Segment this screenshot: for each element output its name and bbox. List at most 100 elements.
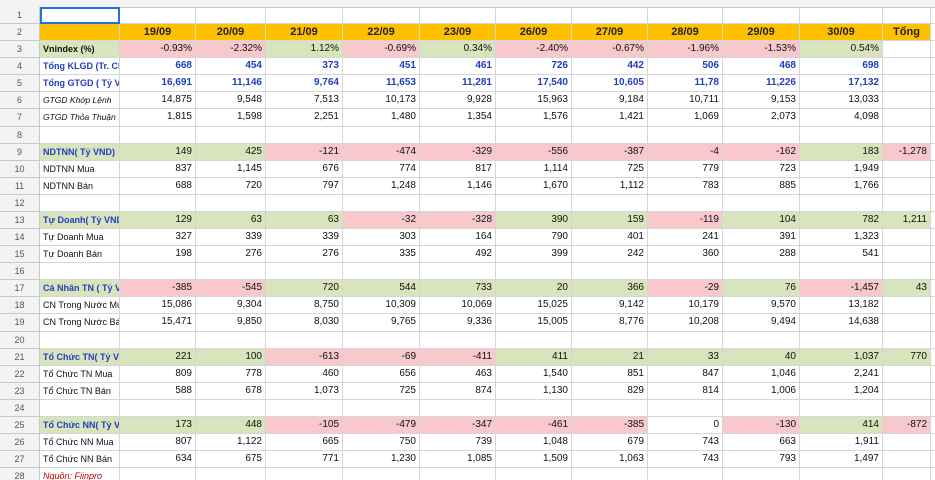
cell[interactable] bbox=[931, 366, 935, 383]
cell[interactable] bbox=[496, 263, 572, 281]
cell[interactable] bbox=[572, 126, 648, 144]
cell[interactable] bbox=[496, 194, 572, 212]
cell[interactable] bbox=[931, 212, 935, 230]
cell[interactable] bbox=[120, 263, 196, 281]
cell[interactable] bbox=[496, 468, 572, 480]
cell[interactable] bbox=[420, 126, 496, 144]
cell[interactable] bbox=[931, 58, 935, 76]
cell[interactable] bbox=[931, 109, 935, 127]
cell[interactable] bbox=[883, 177, 931, 195]
cell[interactable] bbox=[120, 468, 196, 480]
cell[interactable] bbox=[572, 194, 648, 212]
cell[interactable] bbox=[648, 468, 723, 480]
cell[interactable] bbox=[40, 263, 120, 281]
cell[interactable] bbox=[723, 399, 800, 417]
cell[interactable] bbox=[883, 246, 931, 264]
cell[interactable] bbox=[420, 263, 496, 281]
cell[interactable] bbox=[723, 331, 800, 349]
cell[interactable] bbox=[496, 126, 572, 144]
cell[interactable] bbox=[496, 331, 572, 349]
cell[interactable] bbox=[883, 109, 931, 127]
cell[interactable] bbox=[931, 332, 935, 349]
cell[interactable] bbox=[931, 75, 935, 93]
cell[interactable] bbox=[648, 331, 723, 349]
cell[interactable] bbox=[196, 399, 266, 417]
cell[interactable] bbox=[648, 7, 723, 25]
cell[interactable] bbox=[120, 194, 196, 212]
cell[interactable] bbox=[420, 194, 496, 212]
cell[interactable] bbox=[800, 194, 883, 212]
cell[interactable] bbox=[120, 7, 196, 25]
cell[interactable] bbox=[343, 399, 420, 417]
cell[interactable] bbox=[931, 383, 935, 400]
cell[interactable] bbox=[931, 92, 935, 110]
cell[interactable] bbox=[343, 194, 420, 212]
cell[interactable] bbox=[931, 161, 935, 178]
cell[interactable] bbox=[196, 7, 266, 25]
cell[interactable] bbox=[196, 194, 266, 212]
cell[interactable] bbox=[800, 468, 883, 480]
cell[interactable] bbox=[931, 229, 935, 247]
selected-cell[interactable] bbox=[40, 7, 120, 25]
cell[interactable] bbox=[931, 144, 935, 161]
cell[interactable] bbox=[266, 331, 343, 349]
cell[interactable] bbox=[883, 58, 931, 76]
cell[interactable] bbox=[883, 75, 931, 93]
cell[interactable] bbox=[931, 314, 935, 332]
cell[interactable] bbox=[931, 349, 935, 366]
cell[interactable] bbox=[931, 7, 935, 25]
cell[interactable] bbox=[800, 399, 883, 417]
cell[interactable] bbox=[196, 468, 266, 480]
cell[interactable] bbox=[120, 126, 196, 144]
cell[interactable] bbox=[723, 263, 800, 281]
cell[interactable] bbox=[266, 194, 343, 212]
cell[interactable] bbox=[343, 126, 420, 144]
cell[interactable] bbox=[723, 126, 800, 144]
cell[interactable] bbox=[931, 280, 935, 298]
cell[interactable] bbox=[931, 127, 935, 144]
cell[interactable] bbox=[343, 7, 420, 25]
cell[interactable] bbox=[40, 126, 120, 144]
cell[interactable] bbox=[883, 468, 931, 480]
cell[interactable] bbox=[883, 399, 931, 417]
cell[interactable] bbox=[723, 194, 800, 212]
cell[interactable] bbox=[40, 194, 120, 212]
cell[interactable] bbox=[196, 331, 266, 349]
cell[interactable] bbox=[572, 331, 648, 349]
cell[interactable] bbox=[343, 331, 420, 349]
cell[interactable] bbox=[723, 7, 800, 25]
cell[interactable] bbox=[931, 195, 935, 212]
cell[interactable] bbox=[883, 160, 931, 178]
cell[interactable] bbox=[40, 331, 120, 349]
cell[interactable] bbox=[883, 365, 931, 383]
cell[interactable] bbox=[883, 434, 931, 452]
cell[interactable] bbox=[931, 297, 935, 315]
cell[interactable] bbox=[883, 382, 931, 400]
cell[interactable] bbox=[883, 194, 931, 212]
cell[interactable] bbox=[120, 331, 196, 349]
cell[interactable] bbox=[723, 468, 800, 480]
cell[interactable] bbox=[931, 246, 935, 264]
cell[interactable] bbox=[800, 263, 883, 281]
cell[interactable] bbox=[648, 263, 723, 281]
cell[interactable] bbox=[931, 24, 935, 42]
cell[interactable] bbox=[931, 41, 935, 59]
cell[interactable] bbox=[800, 7, 883, 25]
cell[interactable] bbox=[196, 263, 266, 281]
cell[interactable] bbox=[572, 468, 648, 480]
cell[interactable] bbox=[266, 126, 343, 144]
cell[interactable] bbox=[648, 126, 723, 144]
cell[interactable] bbox=[420, 331, 496, 349]
cell[interactable] bbox=[883, 92, 931, 110]
cell[interactable] bbox=[800, 331, 883, 349]
cell[interactable] bbox=[883, 41, 931, 59]
cell[interactable] bbox=[931, 451, 935, 469]
cell[interactable] bbox=[40, 399, 120, 417]
cell[interactable] bbox=[420, 468, 496, 480]
cell[interactable] bbox=[572, 263, 648, 281]
cell[interactable] bbox=[196, 126, 266, 144]
cell[interactable] bbox=[266, 399, 343, 417]
cell[interactable] bbox=[883, 263, 931, 281]
cell[interactable] bbox=[420, 399, 496, 417]
cell[interactable] bbox=[572, 399, 648, 417]
